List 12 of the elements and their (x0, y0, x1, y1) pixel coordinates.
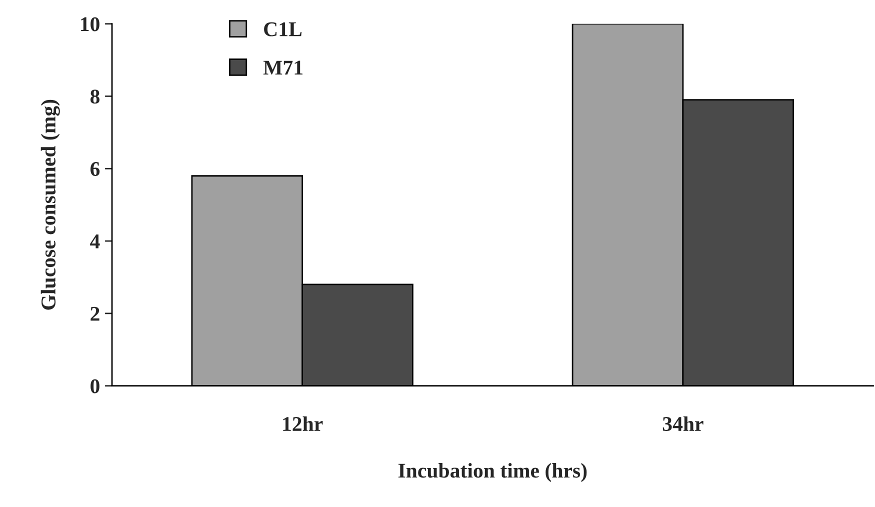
x-tick-label: 12hr (283, 416, 323, 431)
y-tick-label: 4 (90, 234, 100, 248)
legend-label: C1L (264, 22, 302, 36)
x-axis-title: Incubation time (hrs) (398, 463, 587, 482)
legend-label: M71 (263, 60, 302, 74)
y-tick-label: 6 (90, 162, 100, 176)
y-tick-label: 8 (90, 90, 100, 104)
x-tick-label: 34hr (662, 416, 704, 432)
y-tick-label: 10 (81, 17, 100, 32)
y-tick-label: 2 (90, 306, 100, 321)
y-axis-title: Glucose consumed (mg) (40, 100, 60, 310)
y-tick-label: 0 (90, 379, 100, 394)
